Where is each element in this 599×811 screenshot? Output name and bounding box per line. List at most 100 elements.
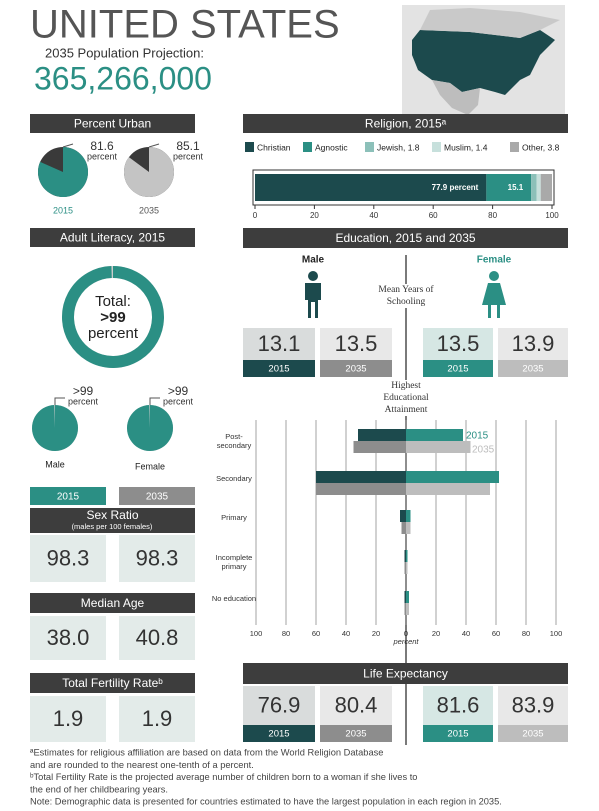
x-tick-label: 40 [342, 629, 350, 638]
value-text: 13.5 [335, 331, 378, 356]
year-box [243, 725, 315, 742]
map-neighbor [420, 8, 560, 38]
bar [404, 550, 406, 562]
value-text: 38.0 [47, 625, 90, 650]
year-box [243, 360, 315, 377]
ring-arc [62, 266, 164, 368]
pie-slice [127, 405, 174, 451]
section-title: Adult Literacy, 2015 [60, 231, 166, 245]
x-tick-label: 60 [312, 629, 320, 638]
year-label: 2015 [447, 364, 468, 375]
pie-value: >99 [168, 384, 189, 398]
bar-segment [531, 174, 537, 201]
x-tick-label: 0 [253, 211, 258, 220]
x-tick-label: 20 [432, 629, 440, 638]
year-label: 2035 [522, 364, 543, 375]
map [402, 5, 565, 120]
legend-label: Other, 3.8 [522, 142, 560, 152]
bar [406, 591, 409, 603]
value-box [119, 616, 195, 660]
total-value: >99 [100, 309, 125, 326]
value-text: 13.1 [258, 331, 301, 356]
legend-label: 2015 [466, 431, 489, 442]
x-tick-label: 100 [550, 629, 563, 638]
x-tick-label: 80 [282, 629, 290, 638]
value-box [30, 616, 106, 660]
legend-label: 2035 [472, 445, 495, 456]
pie-year: 2015 [53, 205, 73, 215]
bar [406, 441, 471, 453]
year-label: 2015 [57, 492, 80, 503]
bar [404, 603, 406, 615]
pie-year: 2035 [139, 205, 159, 215]
category-label: Post-secondary [216, 432, 252, 450]
icon-head [308, 271, 318, 281]
value-text: 1.9 [53, 706, 84, 731]
pie-name: Male [45, 459, 65, 469]
bar [316, 483, 406, 495]
legend-swatch [510, 142, 519, 152]
pie-unit: percent [173, 151, 204, 161]
bar [406, 510, 411, 522]
bar [316, 471, 406, 483]
x-tick-label: 40 [462, 629, 470, 638]
footnote: the end of her childbearing years. [30, 784, 168, 794]
footnote: Note: Demographic data is presented for … [30, 797, 502, 807]
bar-label: 15.1 [508, 183, 524, 192]
map-neighbor [432, 80, 480, 115]
x-tick-label: 80 [522, 629, 530, 638]
year-label: 2015 [268, 729, 289, 740]
x-tick-label: 100 [250, 629, 263, 638]
bar [353, 441, 406, 453]
bar [401, 522, 406, 534]
footnote: and are rounded to the nearest one-tenth… [30, 760, 254, 770]
value-text: 81.6 [437, 692, 480, 717]
section-header [30, 593, 195, 613]
male-label: Male [302, 255, 325, 266]
bar [406, 471, 499, 483]
section-header [30, 508, 195, 533]
pie-unit: percent [87, 151, 118, 161]
pie-value: 85.1 [176, 139, 200, 153]
value-text: 98.3 [136, 545, 179, 570]
section-header [243, 114, 568, 133]
year-label: 2015 [447, 729, 468, 740]
population: 365,266,000 [34, 60, 212, 96]
x-tick-label: 20 [372, 629, 380, 638]
year-label: 2035 [522, 729, 543, 740]
legend-swatch [365, 142, 374, 152]
legend-label: Jewish, 1.8 [377, 142, 420, 152]
pie-slice [37, 147, 89, 197]
pie-unit: percent [68, 396, 99, 406]
bar-segment [540, 174, 552, 201]
section-title: Religion, 2015ᵃ [365, 117, 447, 131]
bar-segment [536, 174, 541, 201]
value-text: 76.9 [258, 692, 301, 717]
value-box [119, 535, 195, 582]
bar [406, 483, 490, 495]
year-label: 2035 [345, 364, 366, 375]
bar-segment [255, 174, 487, 201]
schooling-label: Mean Years of Schooling [370, 284, 442, 308]
section-header [30, 228, 195, 247]
label-leader [149, 397, 160, 405]
category-label: Primary [221, 513, 247, 522]
section-header [243, 663, 568, 684]
bar-frame [252, 169, 555, 206]
x-axis-label: percent [392, 637, 419, 646]
label-leader [148, 143, 160, 148]
year-box [30, 487, 106, 505]
value-text: 98.3 [47, 545, 90, 570]
bar [404, 562, 406, 574]
label-leader [62, 143, 74, 148]
icon-head [489, 271, 499, 281]
section-title: Total Fertility Rateᵇ [62, 676, 163, 690]
section-header [30, 114, 195, 133]
female-label: Female [477, 255, 512, 266]
female-icon [482, 271, 506, 318]
label-leader [54, 397, 65, 405]
legend-label: Christian [257, 142, 291, 152]
year-box [423, 360, 493, 377]
section-title: Median Age [81, 596, 145, 610]
